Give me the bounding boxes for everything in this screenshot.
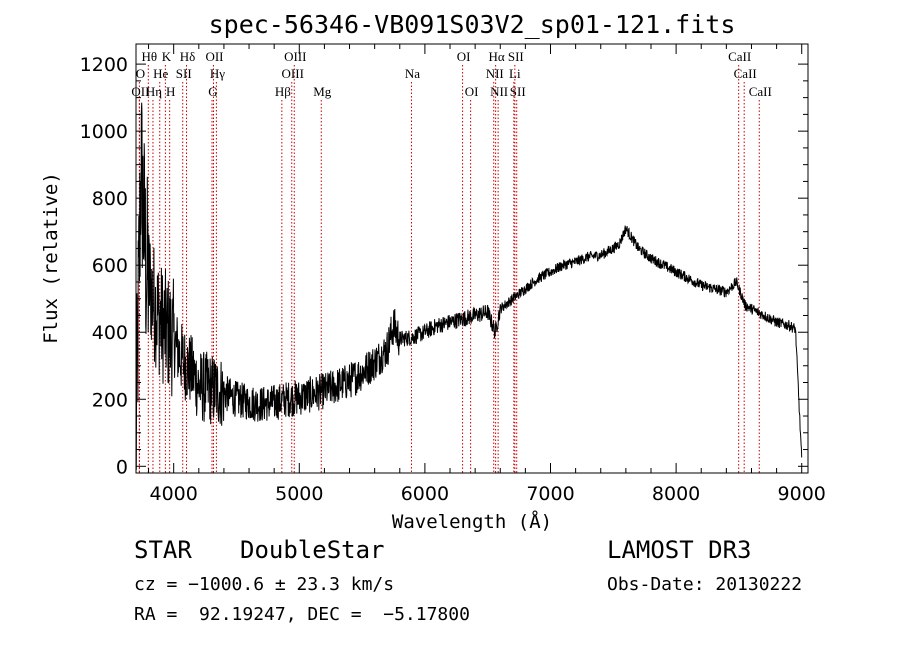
spectral-line-label: Hβ xyxy=(275,84,291,99)
spectral-line-label: Li xyxy=(509,66,521,81)
y-tick-label: 1000 xyxy=(80,121,128,143)
spectral-line-label: He xyxy=(153,66,168,81)
spectral-line-label: NII xyxy=(486,66,504,81)
x-tick-label: 9000 xyxy=(778,483,826,505)
spectral-line-label: SII xyxy=(508,49,524,64)
x-tick-label: 5000 xyxy=(275,483,323,505)
survey-name: LAMOST DR3 xyxy=(607,536,752,564)
spectral-line-label: CaII xyxy=(728,49,751,64)
spectral-line-label: Hθ xyxy=(141,49,157,64)
y-axis-label: Flux (relative) xyxy=(40,172,62,344)
spectral-line-label: OIII xyxy=(282,66,304,81)
x-tick-label: 8000 xyxy=(652,483,700,505)
y-tick-label: 800 xyxy=(92,188,128,210)
spectral-line-label: G xyxy=(208,84,217,99)
axis-ticks: 4000 5000 6000 7000 8000 9000 0 200 400 600 800 100… xyxy=(80,44,826,505)
plot-frame xyxy=(135,43,809,474)
spectral-line-label: Hδ xyxy=(180,49,196,64)
sky-coordinates: RA = 92.19247, DEC = −5.17800 xyxy=(134,604,470,625)
redshift-velocity: cz = −1000.6 ± 23.3 km/s xyxy=(134,574,395,595)
y-tick-label: 0 xyxy=(116,456,128,478)
spectral-line-label: OI xyxy=(465,84,479,99)
spectral-line-label: K xyxy=(162,49,172,64)
object-class: STAR xyxy=(134,536,192,564)
y-tick-label: 200 xyxy=(92,389,128,411)
spectral-line-label: Hγ xyxy=(210,66,225,81)
chart-title: spec-56346-VB091S03V2_sp01-121.fits xyxy=(209,10,736,39)
spectral-line-label: OIII xyxy=(284,49,306,64)
y-tick-label: 1200 xyxy=(80,54,128,76)
x-tick-label: 7000 xyxy=(526,483,574,505)
object-subclass: DoubleStar xyxy=(240,536,385,564)
x-tick-label: 6000 xyxy=(401,483,449,505)
spectral-line-label: Hα xyxy=(489,49,505,64)
spectral-line-label: NII xyxy=(490,84,508,99)
spectral-line-label: OI xyxy=(457,49,471,64)
spectrum-series-line xyxy=(135,102,803,470)
observation-date: Obs-Date: 20130222 xyxy=(607,574,803,595)
spectral-line-label: SII xyxy=(176,66,192,81)
y-tick-label: 600 xyxy=(92,255,128,277)
spectral-line-label: Mg xyxy=(313,84,332,99)
spectral-line-label: Na xyxy=(405,66,420,81)
spectral-line-label: CaII xyxy=(749,84,772,99)
x-axis-label: Wavelength (Å) xyxy=(392,510,552,533)
y-tick-label: 400 xyxy=(92,322,128,344)
spectral-line-label: SII xyxy=(510,84,526,99)
spectral-line-label: OII xyxy=(205,49,223,64)
spectral-line-label: H xyxy=(166,84,175,99)
spectral-line-label: O xyxy=(136,66,145,81)
spectral-line-label: Hη xyxy=(146,84,162,99)
spectral-line-label: CaII xyxy=(734,66,757,81)
x-tick-label: 4000 xyxy=(150,483,198,505)
